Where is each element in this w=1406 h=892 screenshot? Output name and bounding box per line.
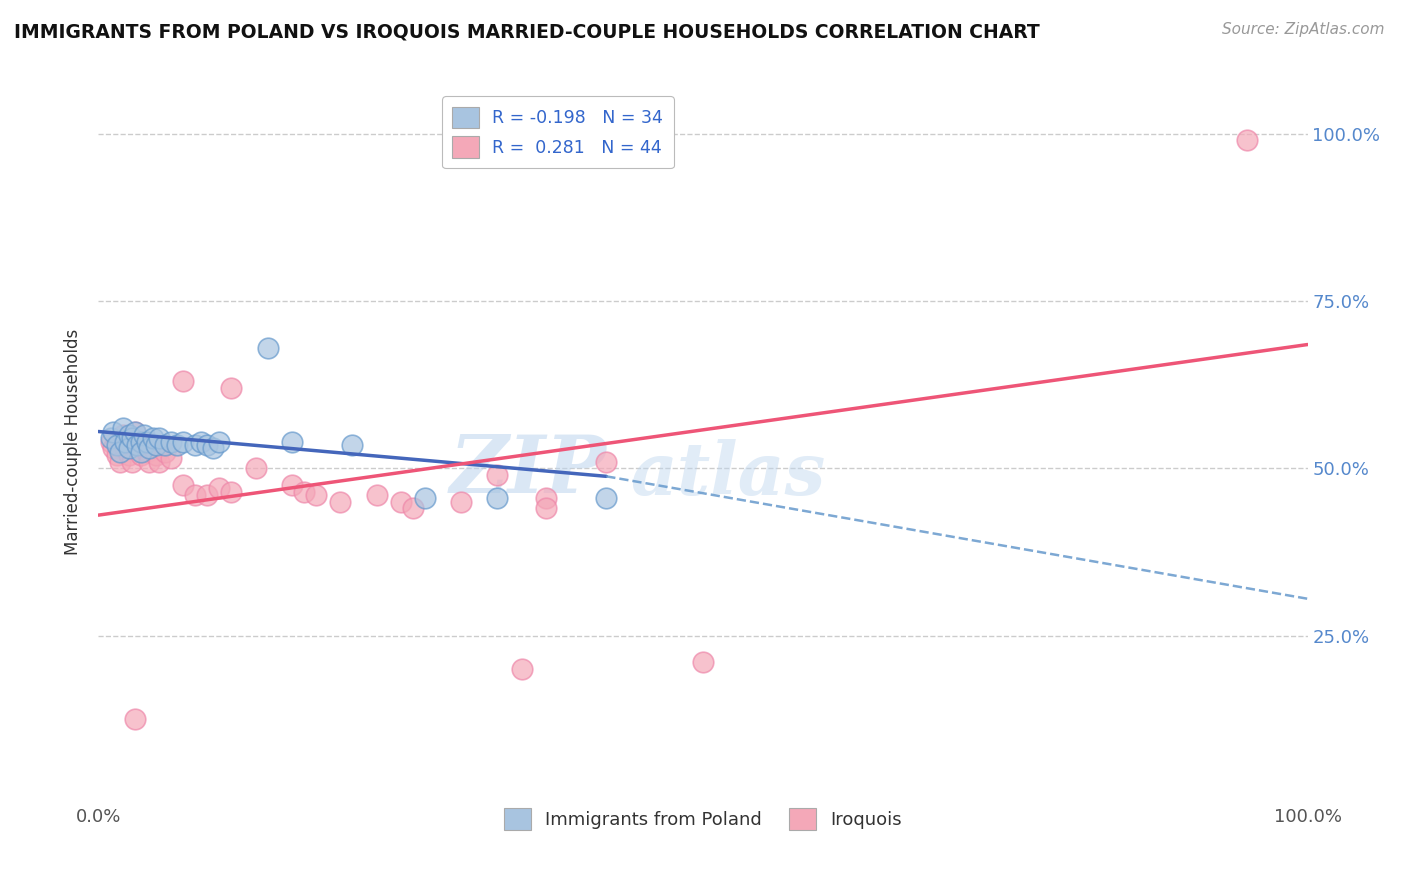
Legend: Immigrants from Poland, Iroquois: Immigrants from Poland, Iroquois [496, 801, 910, 837]
Point [111, 427, 134, 442]
Point [134, 427, 156, 442]
Point [160, 451, 183, 466]
Point [118, 448, 141, 462]
Point [221, 484, 243, 499]
Text: ZIP: ZIP [450, 432, 606, 509]
Point [114, 442, 136, 455]
Point [142, 442, 165, 455]
Point [172, 478, 194, 492]
Point [202, 442, 225, 455]
Point [135, 444, 157, 458]
Point [108, 455, 131, 469]
Point [148, 431, 170, 445]
Point [450, 494, 472, 508]
Point [142, 431, 165, 445]
Point [342, 438, 364, 452]
Point [153, 438, 176, 452]
Text: atlas: atlas [630, 439, 825, 509]
Point [124, 425, 146, 439]
Point [190, 434, 212, 449]
Point [486, 491, 509, 506]
Point [281, 478, 304, 492]
Point [118, 431, 141, 445]
Point [172, 375, 194, 389]
Point [305, 488, 328, 502]
Point [118, 442, 141, 455]
Point [138, 442, 160, 455]
Point [108, 444, 131, 458]
Point [692, 655, 714, 669]
Point [124, 712, 146, 726]
Point [329, 494, 352, 508]
Point [135, 434, 157, 449]
Point [129, 448, 152, 462]
Point [534, 501, 557, 516]
Point [118, 427, 141, 442]
Point [114, 434, 136, 449]
Point [195, 438, 218, 452]
Point [129, 434, 152, 449]
Point [160, 434, 183, 449]
Point [100, 431, 122, 445]
Point [127, 438, 149, 452]
Point [184, 488, 207, 502]
Point [111, 421, 134, 435]
Point [138, 455, 160, 469]
Point [129, 444, 152, 458]
Point [1236, 134, 1258, 148]
Point [145, 438, 167, 452]
Point [184, 438, 207, 452]
Point [134, 434, 156, 449]
Point [101, 442, 124, 455]
Text: Source: ZipAtlas.com: Source: ZipAtlas.com [1222, 22, 1385, 37]
Point [153, 444, 176, 458]
Point [595, 455, 617, 469]
Point [145, 448, 167, 462]
Point [101, 425, 124, 439]
Point [148, 455, 170, 469]
Point [121, 431, 143, 445]
Point [208, 482, 231, 496]
Point [402, 501, 425, 516]
Point [121, 455, 143, 469]
Point [292, 484, 315, 499]
Point [208, 434, 231, 449]
Point [105, 438, 128, 452]
Point [166, 438, 188, 452]
Point [124, 425, 146, 439]
Point [366, 488, 388, 502]
Point [245, 461, 267, 475]
Point [534, 491, 557, 506]
Point [595, 491, 617, 506]
Point [100, 434, 122, 449]
Point [195, 488, 218, 502]
Point [413, 491, 436, 506]
Point [221, 381, 243, 395]
Point [127, 438, 149, 452]
Y-axis label: Married-couple Households: Married-couple Households [65, 328, 83, 555]
Point [281, 434, 304, 449]
Point [256, 341, 278, 355]
Point [510, 662, 533, 676]
Point [389, 494, 412, 508]
Point [172, 434, 194, 449]
Point [486, 467, 509, 482]
Text: IMMIGRANTS FROM POLAND VS IROQUOIS MARRIED-COUPLE HOUSEHOLDS CORRELATION CHART: IMMIGRANTS FROM POLAND VS IROQUOIS MARRI… [14, 22, 1040, 41]
Point [105, 448, 128, 462]
